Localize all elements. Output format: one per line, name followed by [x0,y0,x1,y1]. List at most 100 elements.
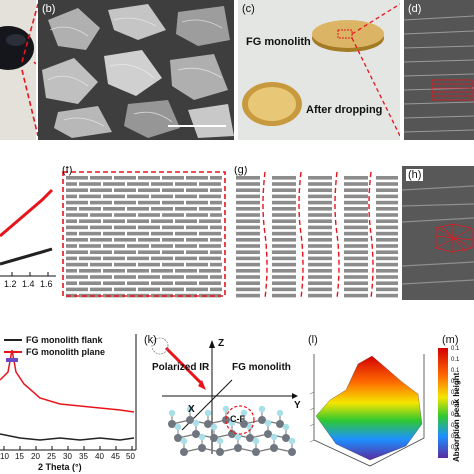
brick [90,250,112,254]
legend-plane: FG monolith plane [26,347,105,357]
brick [199,207,221,211]
brick [90,188,112,192]
brick [151,281,173,285]
panel-j-xrd: FG monolith flank FG monolith plane 10 1… [0,334,138,474]
brick [376,250,398,254]
panel-a-photo [0,0,36,140]
brick [66,182,77,186]
tick-45: 45 [111,452,120,461]
carbon-atom [252,448,260,456]
brick [272,275,296,279]
brick [344,281,368,285]
fluorine-atom [174,423,182,431]
zoom-lines-a-b [21,3,39,137]
brick [90,262,112,267]
brick [66,275,88,279]
brick [175,207,197,211]
brick [138,200,160,205]
brick [344,262,368,267]
brick [236,182,260,186]
brick [344,188,368,192]
fluorine-atom [198,433,206,441]
brick [175,269,197,273]
brick [272,231,296,236]
brick [344,256,368,261]
carbon-atom [258,416,266,424]
brick [376,207,398,211]
brick [175,182,197,186]
colorbar-tick-label: 0.1 [451,423,460,429]
brick [272,176,296,180]
fluorine-atom [216,437,224,445]
brick [151,231,173,236]
brick [186,250,208,254]
panel-e-plot: 1.2 1.4 1.6 [0,164,56,296]
brick [308,207,332,211]
dashed-separator [368,171,374,299]
brick [210,213,222,217]
brick [79,182,101,186]
brick [272,269,296,273]
brick [236,293,260,298]
brick [236,219,260,223]
brick [376,256,398,261]
brick [344,231,368,236]
brick [114,275,136,279]
fluorine-atom [204,409,212,417]
carbon-atom [168,420,176,428]
carbon-atom [234,444,242,452]
brick [66,256,77,261]
brick [66,219,77,223]
brick [344,287,368,292]
brick [186,225,208,230]
fluorine-atom [252,437,260,445]
brick [66,269,77,273]
brick [236,275,260,279]
panel-g-label: (g) [234,166,248,176]
brick [162,262,184,267]
brick [162,225,184,230]
carbon-atom [282,434,290,442]
brick [199,231,221,236]
carbon-atom [180,448,188,456]
brick [66,281,77,285]
brick [66,213,88,217]
brick [272,188,296,192]
brick [308,256,332,261]
brick [114,200,136,205]
after-dropping-label: After dropping [306,104,383,116]
brick [344,219,368,223]
brick [127,207,149,211]
brick [308,188,332,192]
panel-l-label: (l) [308,334,318,346]
carbon-atom [174,434,182,442]
brick [376,287,398,292]
brick [66,188,88,192]
tick-30: 30 [63,452,72,461]
colorbar-tick-label: 0.1 [451,357,460,363]
xrd-plot [0,334,137,451]
brick [138,275,160,279]
colorbar-tick-label: 0.1 [451,368,460,374]
brick [236,225,260,230]
brick [127,256,149,261]
panel-d-label: (d) [408,3,422,15]
brick [272,256,296,261]
molecule-schematic [151,337,298,456]
brick [344,293,368,298]
tick-1-6: 1.6 [40,279,53,289]
brick [103,219,125,223]
cf-bond-label: C-F [230,414,245,424]
brick [175,231,197,236]
brick [138,213,160,217]
brick [79,231,101,236]
brick [79,244,101,248]
axis-z-label: Z [218,338,225,349]
colorbar-tick-label: 0.1 [451,412,460,418]
brick [162,287,184,292]
panel-k-molecule: (k) Polarized IR FG monolith Z Y X C-F [142,334,304,474]
brick [90,176,112,180]
brick [151,256,173,261]
carbon-atom [216,448,224,456]
dashed-separator [262,171,268,299]
